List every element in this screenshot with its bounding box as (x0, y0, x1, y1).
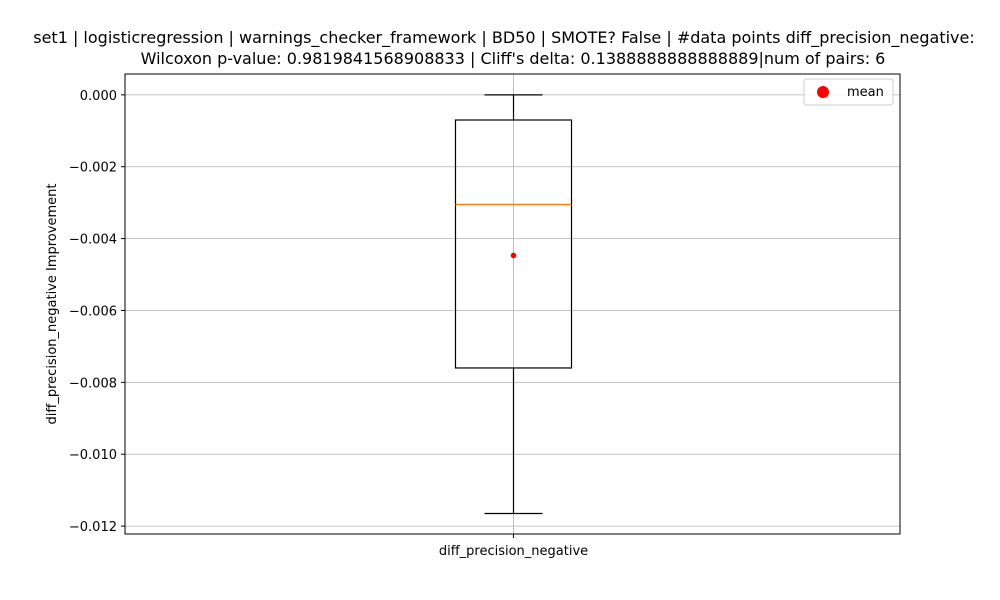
y-tick-label: −0.006 (69, 304, 117, 319)
grid-lines (125, 74, 900, 534)
chart-title-line-2: Wilcoxon p-value: 0.9819841568908833 | C… (141, 49, 886, 68)
legend-box (803, 78, 894, 106)
plot-area (454, 94, 573, 515)
y-tick-label: −0.008 (69, 376, 117, 391)
chart-title: set1 | logisticregression | warnings_che… (33, 28, 975, 68)
y-tick-label: −0.010 (69, 448, 117, 463)
y-axis-label: diff_precision_negative Improvement (45, 184, 60, 425)
mean-point (510, 252, 517, 259)
y-tick-label: 0.000 (80, 89, 117, 104)
x-axis-ticks: diff_precision_negative (439, 534, 588, 559)
axes-frame (124, 73, 901, 535)
x-tick-label: diff_precision_negative (439, 544, 588, 559)
y-tick-label: −0.012 (69, 520, 117, 535)
box-iqr (454, 119, 573, 369)
y-tick-label: −0.004 (69, 233, 117, 248)
legend-mean-marker (817, 86, 829, 98)
chart-title-line-1: set1 | logisticregression | warnings_che… (33, 28, 975, 48)
y-axis-ticks: 0.000 −0.002 −0.004 −0.006 −0.008 −0.010 −0.01… (69, 89, 125, 535)
legend: mean (803, 78, 894, 106)
y-tick-label: −0.002 (69, 161, 117, 176)
legend-mean-label: mean (847, 85, 884, 100)
